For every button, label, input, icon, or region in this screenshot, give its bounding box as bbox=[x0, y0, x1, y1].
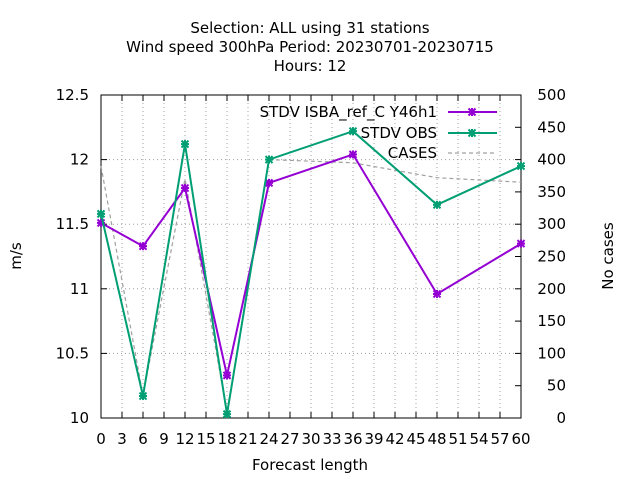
series-line-0 bbox=[100, 153, 522, 376]
legend-label-2: CASES bbox=[388, 144, 437, 162]
legend-marker-1 bbox=[467, 128, 477, 138]
series-group bbox=[96, 126, 526, 419]
y2-tick-label: 300 bbox=[537, 215, 566, 233]
series-line-1 bbox=[100, 130, 522, 415]
legend-marker-0 bbox=[467, 107, 477, 117]
x-axis-label: Forecast length bbox=[252, 456, 368, 474]
y2-tick-label: 150 bbox=[537, 312, 566, 330]
y2-tick-label: 500 bbox=[537, 86, 566, 104]
series-1-point bbox=[264, 155, 274, 164]
series-0-point bbox=[516, 239, 526, 248]
y-tick-label: 12 bbox=[70, 151, 89, 169]
x-tick-label: 39 bbox=[364, 430, 383, 448]
series-1-point bbox=[180, 139, 190, 149]
x-tick-label: 0 bbox=[96, 430, 106, 448]
y2-tick-label: 450 bbox=[537, 118, 566, 136]
x-tick-label: 12 bbox=[175, 430, 194, 448]
series-1-point bbox=[348, 126, 358, 136]
x-tick-label: 3 bbox=[117, 430, 127, 448]
legend-label-0: STDV ISBA_ref_C Y46h1 bbox=[260, 103, 437, 122]
title-line-1: Selection: ALL using 31 stations bbox=[190, 19, 429, 37]
y-tick-label: 11.5 bbox=[56, 215, 89, 233]
x-tick-label: 33 bbox=[322, 430, 341, 448]
y2-tick-label: 400 bbox=[537, 151, 566, 169]
y2-tick-label: 250 bbox=[537, 248, 566, 266]
y2-tick-label: 350 bbox=[537, 183, 566, 201]
x-axis: 0 3 6 9 12 15 18 21 24 27 30 33 36 39 42 45 48 51 54 57 60 bbox=[96, 95, 531, 448]
y-axis: 10 10.5 11 11.5 12 12.5 bbox=[56, 86, 107, 427]
x-tick-label: 42 bbox=[385, 430, 404, 448]
x-tick-label: 6 bbox=[138, 430, 148, 448]
y-tick-label: 12.5 bbox=[56, 86, 89, 104]
x-tick-label: 21 bbox=[238, 430, 257, 448]
x-tick-label: 9 bbox=[159, 430, 169, 448]
y-axis-label: m/s bbox=[7, 242, 25, 270]
y-tick-label: 10 bbox=[70, 409, 89, 427]
x-tick-label: 54 bbox=[469, 430, 488, 448]
series-1-point bbox=[516, 161, 526, 171]
y-tick-label: 10.5 bbox=[56, 344, 89, 362]
series-0-point bbox=[432, 289, 442, 299]
title-line-3: Hours: 12 bbox=[274, 57, 347, 75]
grid bbox=[101, 95, 521, 418]
x-tick-label: 30 bbox=[301, 430, 320, 448]
y2-axis: 0 50 100 150 200 250 300 350 400 450 500 bbox=[515, 86, 566, 427]
x-tick-label: 36 bbox=[343, 430, 362, 448]
legend: STDV ISBA_ref_C Y46h1 STDV OBS CASES bbox=[260, 103, 497, 162]
title-line-2: Wind speed 300hPa Period: 20230701-20230… bbox=[126, 38, 494, 56]
x-tick-label: 45 bbox=[406, 430, 425, 448]
series-1-point bbox=[222, 409, 232, 419]
series-0-point bbox=[348, 150, 358, 159]
x-tick-label: 60 bbox=[511, 430, 530, 448]
legend-label-1: STDV OBS bbox=[361, 124, 437, 142]
series-1-point bbox=[432, 200, 442, 210]
series-1-point bbox=[96, 209, 106, 219]
series-0-point bbox=[180, 183, 190, 193]
x-tick-label: 18 bbox=[217, 430, 236, 448]
series-0-point bbox=[264, 178, 274, 188]
series-0-point bbox=[138, 241, 148, 251]
y2-tick-label: 100 bbox=[537, 344, 566, 362]
y2-tick-label: 200 bbox=[537, 280, 566, 298]
y-tick-label: 11 bbox=[70, 280, 89, 298]
x-tick-label: 24 bbox=[259, 430, 278, 448]
y2-tick-label: 50 bbox=[547, 377, 566, 395]
x-tick-label: 48 bbox=[427, 430, 446, 448]
series-0-point bbox=[222, 371, 232, 380]
x-tick-label: 27 bbox=[280, 430, 299, 448]
y2-axis-label: No cases bbox=[599, 222, 617, 290]
x-tick-label: 57 bbox=[490, 430, 509, 448]
series-1-point bbox=[138, 391, 148, 401]
series-line-2 bbox=[100, 158, 522, 412]
y2-tick-label: 0 bbox=[556, 409, 566, 427]
x-tick-label: 15 bbox=[196, 430, 215, 448]
x-tick-label: 51 bbox=[448, 430, 467, 448]
